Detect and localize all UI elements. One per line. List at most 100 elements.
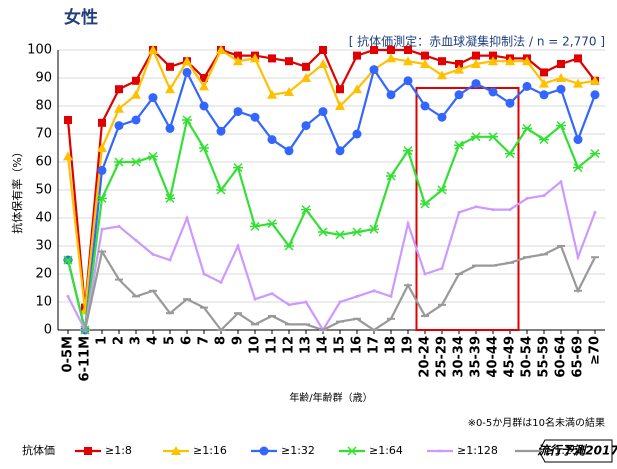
- legend-label: ≥1:8: [105, 444, 132, 457]
- point: [134, 238, 138, 242]
- point: [185, 216, 189, 220]
- point: [457, 210, 461, 214]
- point: [97, 143, 107, 152]
- point: [233, 56, 243, 66]
- point: [471, 132, 481, 142]
- x-tick-label: 1: [95, 336, 110, 345]
- point: [301, 121, 311, 131]
- x-tick-label: 13: [299, 336, 314, 354]
- point: [403, 76, 413, 86]
- x-tick-label: 9: [231, 336, 246, 345]
- point: [573, 163, 583, 173]
- logo-frame: [538, 439, 613, 463]
- x-tick-label: 6-11M: [78, 336, 93, 381]
- y-tick-label: 70: [35, 127, 52, 142]
- series-line: [67, 179, 597, 334]
- x-tick-label: 6: [180, 336, 195, 345]
- point: [216, 45, 226, 54]
- point: [403, 146, 413, 156]
- point: [270, 292, 274, 296]
- point: [233, 163, 243, 173]
- point: [199, 81, 209, 91]
- point: [574, 54, 582, 63]
- point: [539, 78, 549, 88]
- x-tick-label: 45-49: [503, 336, 518, 378]
- point: [488, 87, 498, 97]
- point: [387, 46, 395, 54]
- point: [455, 60, 463, 68]
- point: [372, 289, 376, 293]
- point: [352, 84, 362, 94]
- point: [114, 157, 124, 167]
- point: [117, 224, 121, 228]
- point: [253, 297, 257, 301]
- x-tick-label: 12: [282, 336, 297, 354]
- x-tick-label: 7: [197, 336, 212, 345]
- point: [454, 140, 464, 150]
- series-line: [66, 66, 597, 331]
- point: [590, 90, 600, 100]
- point: [576, 255, 580, 259]
- point: [301, 73, 311, 82]
- point: [100, 227, 104, 231]
- point: [165, 193, 175, 203]
- legend-label: ≥1:16: [193, 444, 227, 457]
- point: [438, 57, 446, 66]
- y-tick-label: 10: [35, 295, 52, 310]
- point: [454, 64, 464, 74]
- x-tick-label: 8: [214, 336, 229, 345]
- point: [590, 149, 600, 159]
- y-tick-label: 80: [35, 99, 52, 114]
- point: [267, 89, 277, 99]
- point: [84, 447, 92, 455]
- point: [114, 121, 124, 131]
- series-line: [66, 117, 596, 331]
- point: [404, 46, 412, 54]
- point: [338, 300, 342, 304]
- series-line: [66, 47, 596, 311]
- point: [182, 115, 192, 125]
- point: [66, 294, 70, 298]
- x-tick-label: 15: [333, 336, 348, 354]
- x-tick-label: 35-39: [469, 336, 484, 378]
- point: [250, 53, 260, 63]
- point: [556, 73, 566, 82]
- point: [522, 56, 532, 66]
- point: [114, 103, 124, 113]
- point: [234, 51, 242, 60]
- point: [406, 222, 410, 226]
- point: [355, 294, 359, 298]
- point: [199, 101, 209, 111]
- point: [505, 56, 515, 66]
- y-tick-label: 60: [35, 155, 52, 170]
- point: [98, 118, 106, 127]
- point: [522, 81, 532, 91]
- point: [352, 129, 362, 139]
- point: [573, 78, 583, 88]
- point: [590, 75, 600, 85]
- point: [539, 90, 549, 100]
- point: [171, 446, 181, 455]
- point: [302, 62, 310, 71]
- x-tick-label: 14: [316, 336, 331, 354]
- point: [347, 446, 357, 456]
- point: [336, 85, 344, 94]
- point: [132, 76, 140, 85]
- note: ※0-5か月群は10名未満の結果: [468, 416, 605, 429]
- logo: 流行予測2017: [537, 444, 617, 458]
- x-tick-label: 50-54: [520, 336, 535, 378]
- x-tick-label: 2: [112, 336, 127, 345]
- x-tick-label: 16: [350, 336, 365, 354]
- point: [166, 62, 174, 71]
- point: [454, 90, 464, 100]
- point: [216, 126, 226, 136]
- point: [335, 101, 345, 110]
- point: [370, 46, 378, 54]
- point: [542, 194, 546, 198]
- point: [318, 59, 328, 68]
- point: [250, 112, 260, 122]
- point: [63, 151, 73, 161]
- point: [420, 59, 430, 68]
- point: [200, 74, 208, 82]
